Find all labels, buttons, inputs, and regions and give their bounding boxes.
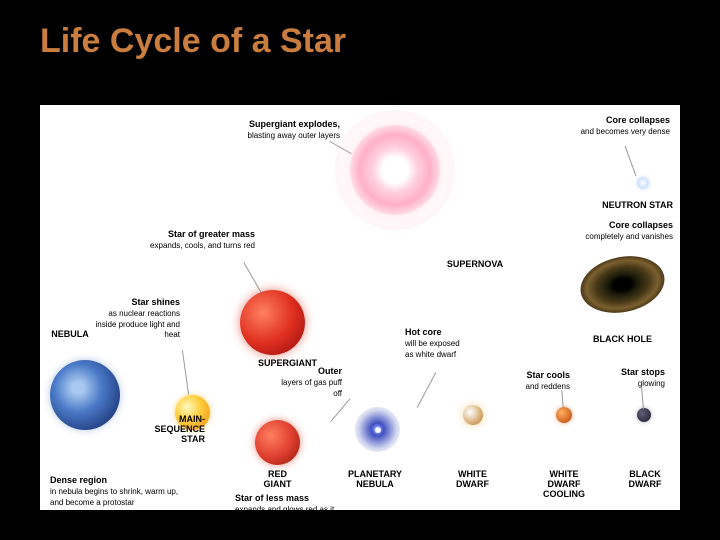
ms-desc-text: as nuclear reactions inside produce ligh… xyxy=(95,309,180,340)
ms-desc-title: Star shines xyxy=(131,297,180,307)
wdcooling-desc: Star cools and reddens xyxy=(500,370,570,392)
pn-desc-text: will be exposed as white dwarf xyxy=(405,339,460,359)
arrow xyxy=(625,146,637,176)
supernova-desc-title: Supergiant explodes, xyxy=(249,119,340,129)
rg-desc-title: Star of less mass xyxy=(235,493,309,503)
supergiant-desc2: Outer layers of gas puff off xyxy=(272,366,342,398)
blackhole-label: BLACK HOLE xyxy=(585,335,660,345)
wdc-desc-text: and reddens xyxy=(526,382,570,391)
pn-desc-title: Hot core xyxy=(405,327,442,337)
neutron-desc-text: and becomes very dense xyxy=(581,127,670,136)
wdc-desc-title: Star cools xyxy=(526,370,570,380)
rg-desc-text: expands and glows red as it cools xyxy=(235,505,334,525)
supernova-desc: Supergiant explodes, blasting away outer… xyxy=(220,119,340,141)
arrow xyxy=(182,350,189,395)
supernova-desc-text: blasting away outer layers xyxy=(248,131,341,140)
arrow xyxy=(243,262,261,293)
supergiant-desc: Star of greater mass expands, cools, and… xyxy=(150,229,255,251)
mainseq-desc: Star shines as nuclear reactions inside … xyxy=(95,297,180,340)
pnebula-label: PLANETARYNEBULA xyxy=(340,470,410,490)
whitedwarf-label: WHITEDWARF xyxy=(445,470,500,490)
redgiant-node xyxy=(255,420,300,465)
arrow xyxy=(417,372,437,408)
arrow xyxy=(641,387,644,409)
sg-desc-title: Star of greater mass xyxy=(168,229,255,239)
supergiant-node xyxy=(240,290,305,355)
arrow xyxy=(330,398,350,422)
neutron-desc: Core collapses and becomes very dense xyxy=(575,115,670,137)
bh-desc-title: Core collapses xyxy=(609,220,673,230)
lifecycle-diagram: Supergiant explodes, blasting away outer… xyxy=(40,105,680,510)
nebula-desc: Dense region in nebula begins to shrink,… xyxy=(50,475,180,507)
arrow xyxy=(561,390,564,408)
blackhole-desc: Core collapses completely and vanishes xyxy=(578,220,673,242)
blackdwarf-label: BLACKDWARF xyxy=(620,470,670,490)
neutron-desc-title: Core collapses xyxy=(606,115,670,125)
supernova-node xyxy=(350,125,440,215)
blackdwarf-desc: Star stops glowing xyxy=(600,367,665,389)
supernova-label: SUPERNOVA xyxy=(440,260,510,270)
nebula-label: NEBULA xyxy=(45,330,95,340)
redgiant-desc: Star of less mass expands and glows red … xyxy=(235,493,345,525)
nebula-node xyxy=(50,360,120,430)
blackdwarf-node xyxy=(637,408,651,422)
sg-desc2-text: layers of gas puff off xyxy=(281,378,342,398)
wdcooling-label: WHITEDWARFCOOLING xyxy=(535,470,593,500)
whitedwarf-node xyxy=(463,405,483,425)
neutron-label: NEUTRON STAR xyxy=(588,201,673,211)
supergiant-label: SUPERGIANT xyxy=(258,359,323,369)
redgiant-label: REDGIANT xyxy=(255,470,300,490)
neb-desc-title: Dense region xyxy=(50,475,107,485)
pnebula-node xyxy=(355,407,400,452)
neb-desc-text: in nebula begins to shrink, warm up, and… xyxy=(50,487,178,507)
blackhole-node xyxy=(575,249,670,320)
wdcooling-node xyxy=(556,407,572,423)
sg-desc-text: expands, cools, and turns red xyxy=(150,241,255,250)
mainseq-label: MAIN-SEQUENCESTAR xyxy=(145,415,205,445)
bh-desc-text: completely and vanishes xyxy=(585,232,673,241)
pnebula-desc: Hot core will be exposed as white dwarf xyxy=(405,327,460,359)
bd-desc-title: Star stops xyxy=(621,367,665,377)
neutron-node xyxy=(637,177,649,189)
page-title: Life Cycle of a Star xyxy=(40,22,346,61)
